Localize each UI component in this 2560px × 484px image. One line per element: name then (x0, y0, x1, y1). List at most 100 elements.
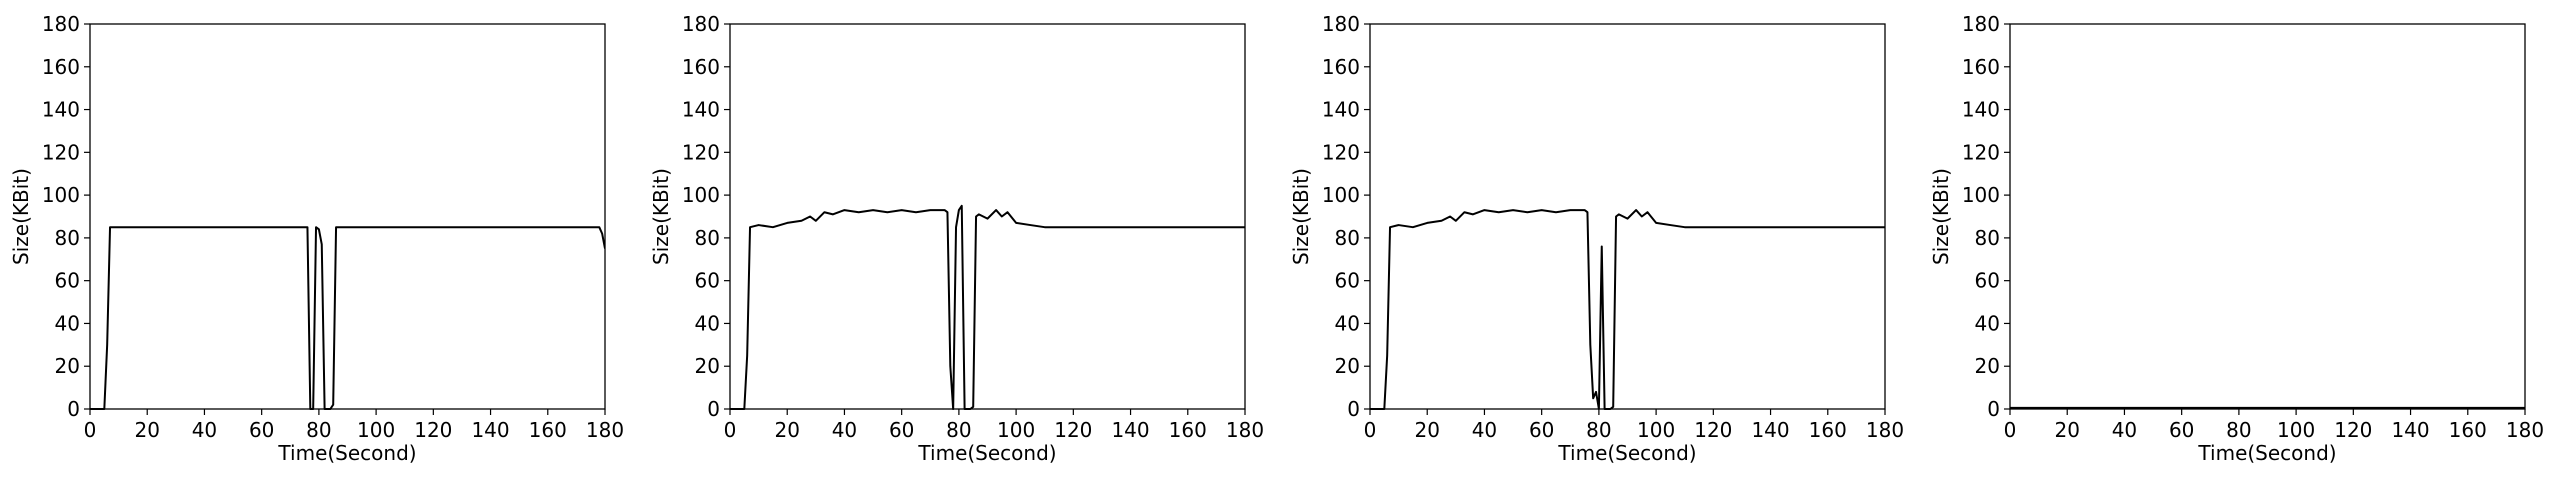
x-axis-label: Time(Second) (1557, 441, 1696, 465)
y-tick-label: 180 (42, 12, 80, 36)
x-tick-label: 120 (2334, 418, 2372, 442)
x-tick-label: 140 (2391, 418, 2429, 442)
axes-frame (1369, 23, 1886, 410)
y-tick-label: 20 (1335, 354, 1360, 378)
x-tick-label: 160 (2449, 418, 2487, 442)
x-tick-label: 60 (249, 418, 274, 442)
y-tick-label: 40 (1975, 311, 2000, 335)
y-tick-label: 160 (1962, 55, 2000, 79)
y-tick-label: 140 (1322, 98, 1360, 122)
chart-panel-1: 0 20 40 60 80 100 120 140 160 180 0 20 40 60 80 100 120 1… (9, 12, 624, 465)
y-tick-label: 140 (682, 98, 720, 122)
x-tick-label: 20 (2054, 418, 2079, 442)
y-tick-label: 160 (1322, 55, 1360, 79)
chart-panel-3: 0 20 40 60 80 100 120 140 160 180 0 20 40 60 80 100 120 1… (1289, 12, 1904, 465)
y-tick-label: 60 (1335, 269, 1360, 293)
y-tick-label: 180 (682, 12, 720, 36)
y-tick-label: 60 (695, 269, 720, 293)
x-tick-label: 100 (1637, 418, 1675, 442)
x-tick-label: 160 (529, 418, 567, 442)
x-tick-label: 40 (1472, 418, 1497, 442)
x-tick-label: 120 (1054, 418, 1092, 442)
chart-panel-4: 0 20 40 60 80 100 120 140 160 180 0 20 40 60 80 100 120 1… (1929, 12, 2544, 465)
y-tick-label: 140 (1962, 98, 2000, 122)
y-tick-label: 120 (42, 140, 80, 164)
y-tick-label: 80 (55, 226, 80, 250)
x-tick-label: 0 (1364, 418, 1377, 442)
x-tick-label: 0 (2004, 418, 2017, 442)
x-tick-label: 60 (1529, 418, 1554, 442)
x-tick-label: 180 (1226, 418, 1264, 442)
x-tick-label: 160 (1169, 418, 1207, 442)
y-tick-label: 80 (695, 226, 720, 250)
y-tick-label: 100 (682, 183, 720, 207)
y-tick-label: 140 (42, 98, 80, 122)
y-axis-label: Size(KBit) (1929, 168, 1953, 265)
x-tick-label: 140 (471, 418, 509, 442)
x-axis-label: Time(Second) (917, 441, 1056, 465)
y-tick-label: 80 (1975, 226, 2000, 250)
y-tick-label: 0 (1987, 397, 2000, 421)
y-tick-label: 40 (1335, 311, 1360, 335)
x-tick-label: 0 (84, 418, 97, 442)
x-tick-label: 40 (2112, 418, 2137, 442)
x-tick-label: 140 (1751, 418, 1789, 442)
x-tick-label: 160 (1809, 418, 1847, 442)
y-tick-label: 20 (55, 354, 80, 378)
y-tick-label: 20 (1975, 354, 2000, 378)
axes-frame (729, 23, 1246, 410)
y-axis-label: Size(KBit) (649, 168, 673, 265)
x-tick-label: 120 (414, 418, 452, 442)
x-tick-label: 80 (2226, 418, 2251, 442)
x-tick-label: 40 (832, 418, 857, 442)
series-line-1 (730, 204, 1245, 410)
y-tick-label: 40 (695, 311, 720, 335)
y-axis-label: Size(KBit) (1289, 168, 1313, 265)
x-tick-label: 60 (2169, 418, 2194, 442)
x-tick-label: 100 (357, 418, 395, 442)
y-tick-label: 120 (1962, 140, 2000, 164)
x-tick-label: 140 (1111, 418, 1149, 442)
y-tick-label: 120 (682, 140, 720, 164)
y-tick-label: 100 (1322, 183, 1360, 207)
x-tick-label: 180 (1866, 418, 1904, 442)
y-tick-label: 100 (1962, 183, 2000, 207)
y-tick-label: 80 (1335, 226, 1360, 250)
x-tick-label: 20 (1414, 418, 1439, 442)
axes-frame (89, 23, 606, 410)
y-tick-label: 60 (55, 269, 80, 293)
x-tick-label: 20 (134, 418, 159, 442)
axes-frame (2009, 23, 2526, 410)
x-tick-label: 100 (997, 418, 1035, 442)
y-tick-label: 60 (1975, 269, 2000, 293)
y-tick-label: 40 (55, 311, 80, 335)
x-tick-label: 180 (586, 418, 624, 442)
chart-panel-2: 0 20 40 60 80 100 120 140 160 180 0 20 40 60 80 100 120 1… (649, 12, 1264, 465)
x-axis-label: Time(Second) (277, 441, 416, 465)
y-tick-label: 100 (42, 183, 80, 207)
y-tick-label: 0 (1347, 397, 1360, 421)
series-line-1 (1370, 209, 1885, 410)
x-tick-label: 20 (774, 418, 799, 442)
y-tick-label: 180 (1322, 12, 1360, 36)
y-tick-label: 160 (42, 55, 80, 79)
series-line-1 (90, 226, 605, 410)
y-axis-label: Size(KBit) (9, 168, 33, 265)
x-tick-label: 80 (946, 418, 971, 442)
x-tick-label: 0 (724, 418, 737, 442)
x-tick-label: 80 (306, 418, 331, 442)
y-tick-label: 0 (67, 397, 80, 421)
y-tick-label: 0 (707, 397, 720, 421)
y-tick-label: 120 (1322, 140, 1360, 164)
x-tick-label: 40 (192, 418, 217, 442)
x-tick-label: 80 (1586, 418, 1611, 442)
x-tick-label: 60 (889, 418, 914, 442)
y-tick-label: 180 (1962, 12, 2000, 36)
x-tick-label: 120 (1694, 418, 1732, 442)
y-tick-label: 20 (695, 354, 720, 378)
x-axis-label: Time(Second) (2197, 441, 2336, 465)
y-tick-label: 160 (682, 55, 720, 79)
x-tick-label: 100 (2277, 418, 2315, 442)
